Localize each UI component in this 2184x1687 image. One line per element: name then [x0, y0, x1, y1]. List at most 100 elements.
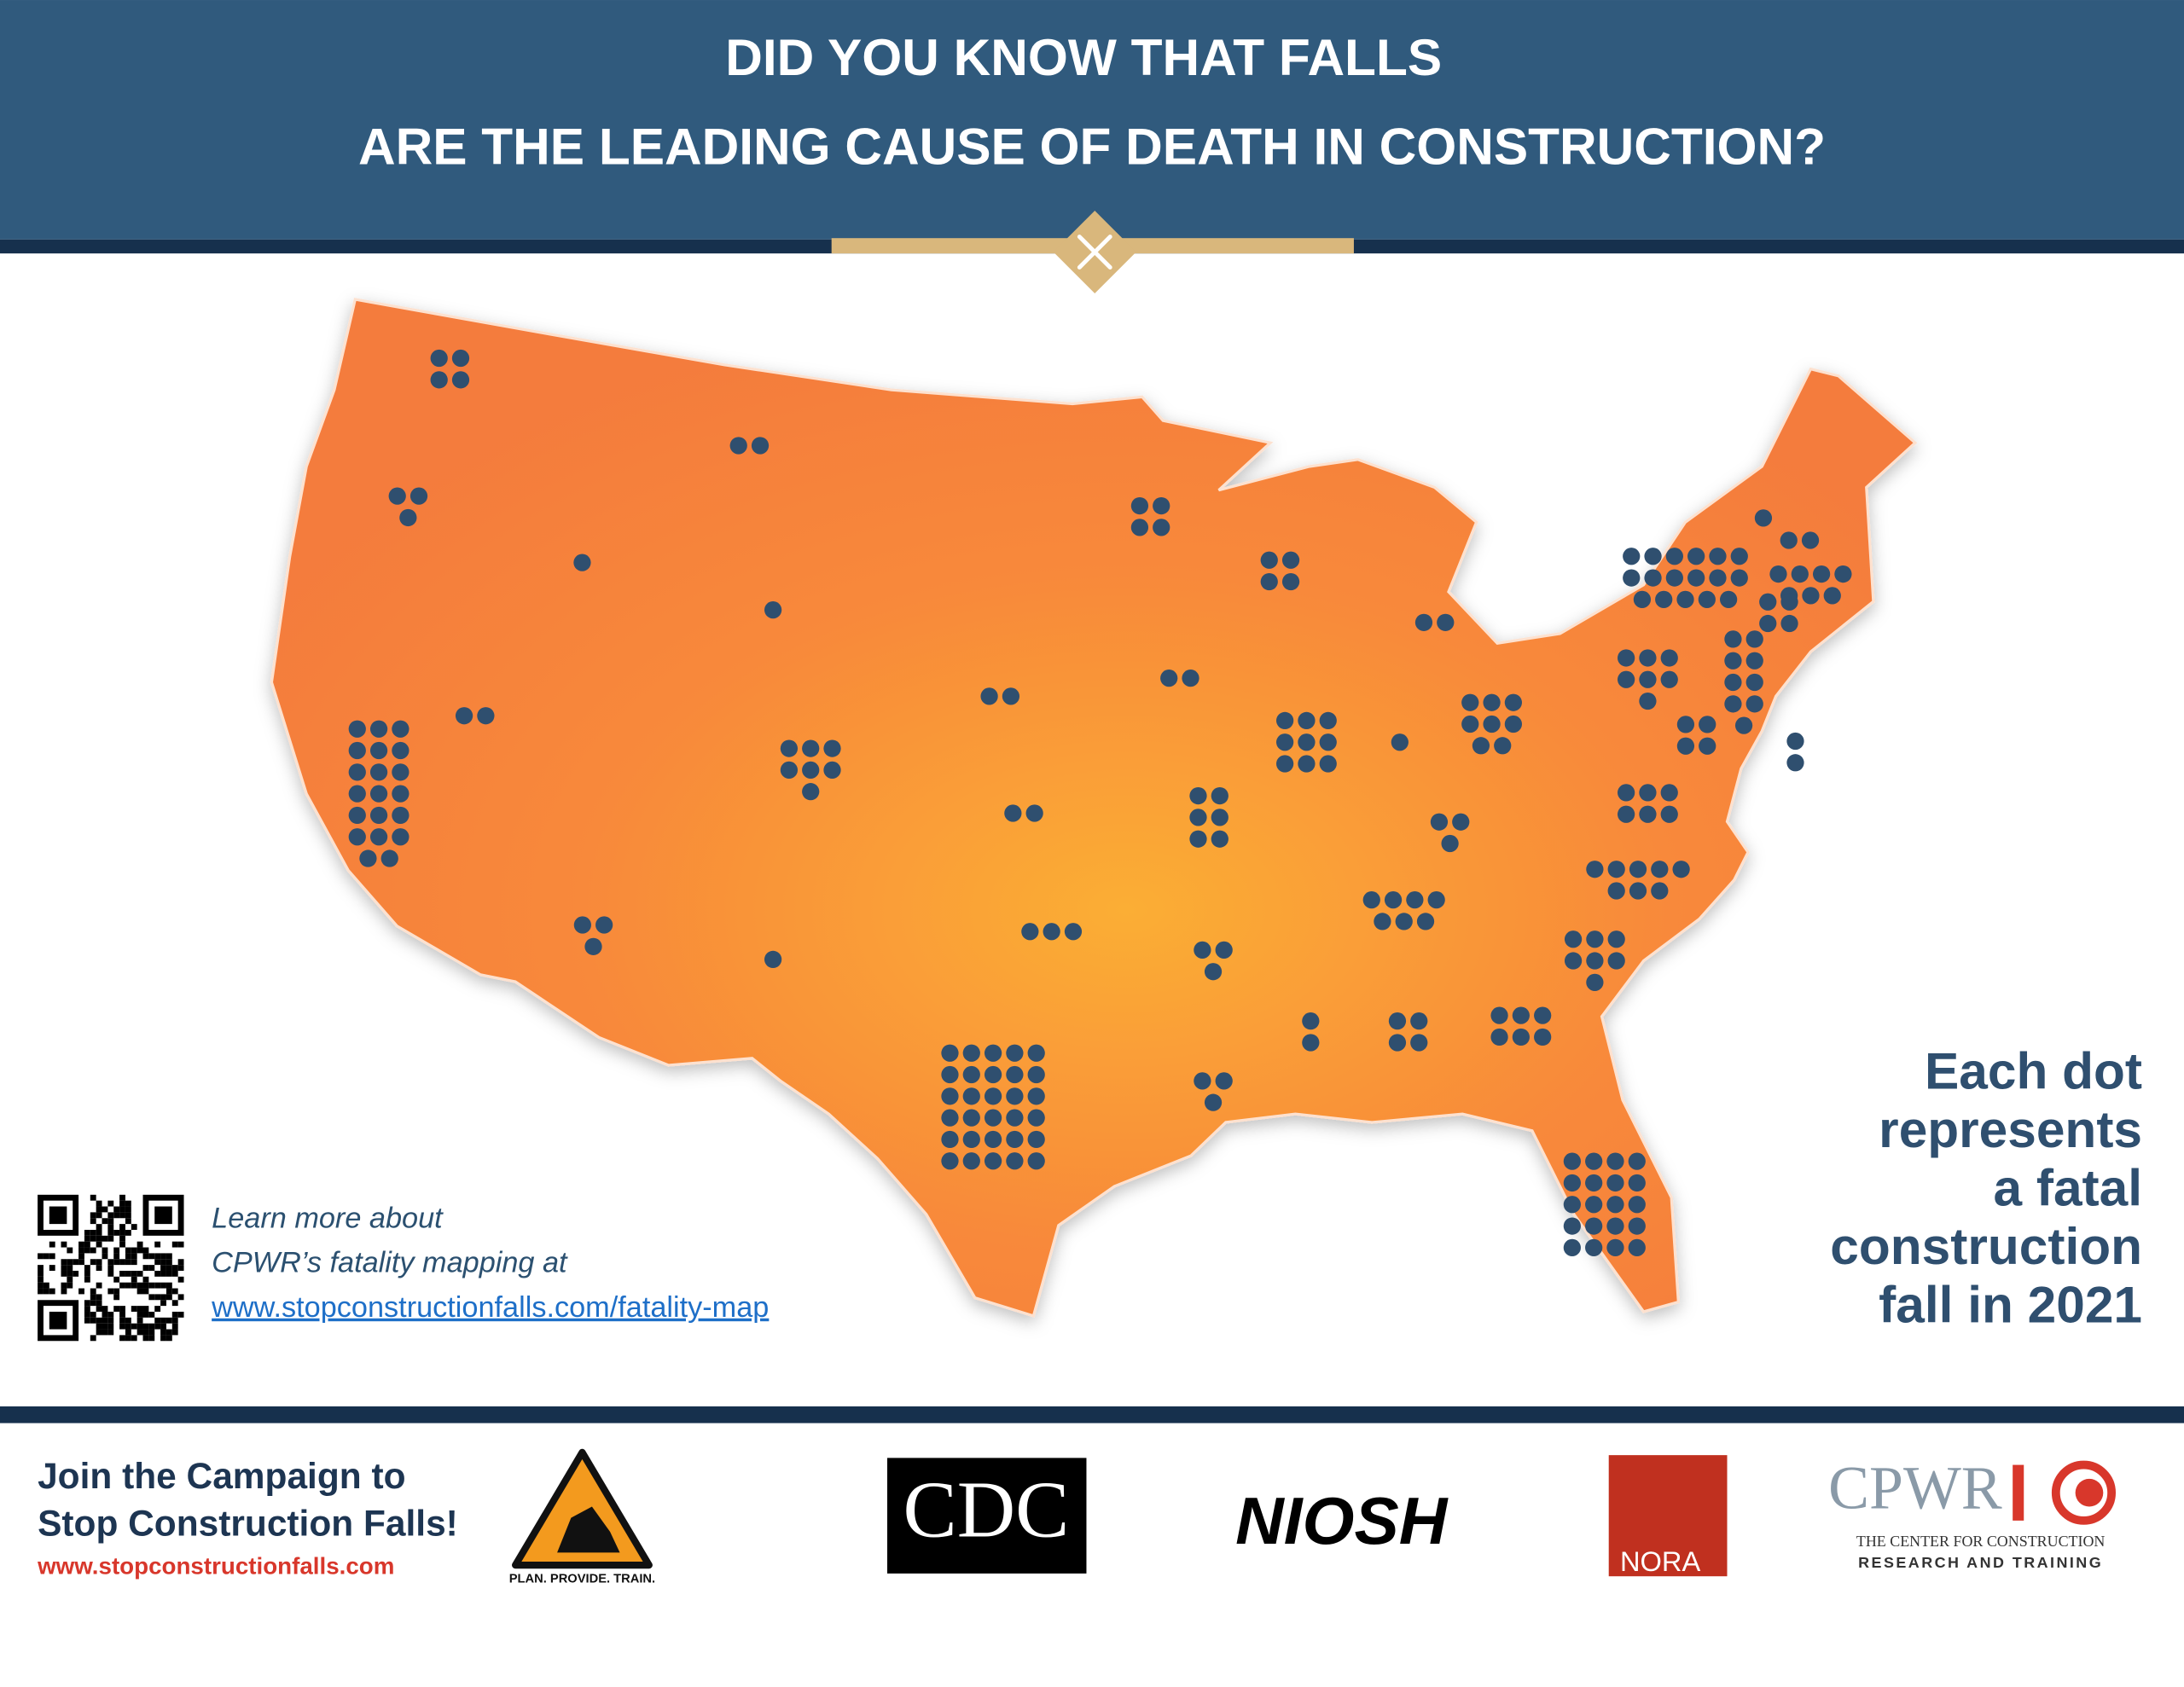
fatality-dot — [1606, 1174, 1624, 1192]
campaign-url[interactable]: www.stopconstructionfalls.com — [37, 1553, 394, 1580]
fatality-dot — [1618, 649, 1635, 667]
qr-module — [171, 1317, 178, 1324]
fatality-dot — [430, 371, 448, 389]
fatality-dot — [1639, 692, 1657, 710]
fatality-dot — [380, 849, 398, 867]
fatality-dot — [1724, 673, 1742, 692]
qr-module — [160, 1270, 166, 1277]
qr-module — [61, 1241, 67, 1248]
state-dots — [1618, 649, 1678, 710]
qr-finder — [154, 1206, 172, 1225]
qr-module — [142, 1247, 149, 1254]
qr-module — [96, 1323, 102, 1330]
fatality-dot — [1586, 952, 1604, 970]
fatality-dot — [1410, 1034, 1428, 1052]
qr-module — [49, 1241, 55, 1248]
fatality-dot — [1676, 716, 1695, 733]
qr-module — [125, 1329, 131, 1336]
state-dots — [1564, 930, 1625, 991]
fatality-dot — [392, 806, 410, 825]
fatality-dot — [1628, 1196, 1646, 1214]
legend-line: fall in 2021 — [1879, 1276, 2142, 1334]
state-dots — [573, 554, 591, 571]
qr-module — [171, 1311, 178, 1318]
qr-module — [90, 1247, 96, 1254]
qr-module — [107, 1259, 114, 1266]
fatality-dot — [1006, 1044, 1024, 1062]
state-dots — [1676, 716, 1716, 755]
qr-module — [119, 1235, 125, 1242]
fatality-dot — [984, 1109, 1002, 1127]
qr-module — [38, 1270, 44, 1277]
qr-module — [125, 1282, 131, 1289]
fatality-dot — [1724, 695, 1742, 713]
fatality-dot — [348, 785, 366, 803]
fatality-dot — [1639, 649, 1657, 667]
qr-module — [67, 1265, 73, 1271]
fatality-dot — [1211, 786, 1228, 805]
fatality-dot — [1027, 1130, 1045, 1149]
fatality-dot — [1607, 952, 1625, 970]
qr-module — [113, 1288, 120, 1295]
state-dots — [1302, 1012, 1320, 1052]
fatality-dot — [1586, 973, 1604, 991]
fatality-dot — [1759, 593, 1777, 611]
qr-module — [142, 1276, 149, 1283]
fatality-dot — [1628, 1152, 1646, 1170]
learn-more-line: CPWR’s fatality mapping at — [212, 1247, 568, 1279]
fatality-dot — [823, 739, 841, 757]
cdc-logo — [887, 1458, 1087, 1574]
fatality-map-link[interactable]: www.stopconstructionfalls.com/fatality-m… — [211, 1291, 769, 1324]
fatality-dot — [1260, 551, 1278, 569]
qr-module — [102, 1206, 108, 1213]
fatality-dot — [1388, 1012, 1407, 1030]
fatality-dot — [1130, 496, 1149, 515]
fatality-dot — [1676, 590, 1694, 608]
qr-module — [84, 1270, 90, 1277]
fatality-dot — [751, 437, 770, 455]
qr-module — [84, 1229, 90, 1236]
qr-module — [107, 1265, 114, 1271]
qr-module — [107, 1212, 114, 1219]
qr-finder — [49, 1311, 67, 1330]
qr-module — [171, 1288, 178, 1295]
fatality-dot — [1563, 1238, 1581, 1256]
fatality-dot — [962, 1065, 980, 1084]
fatality-dot — [369, 720, 388, 738]
qr-module — [61, 1265, 67, 1271]
qr-module — [154, 1323, 161, 1330]
fatality-dot — [1628, 1217, 1646, 1235]
fatality-dot — [1786, 732, 1804, 751]
fatality-dot — [1406, 891, 1424, 909]
fatality-dot — [1215, 1072, 1233, 1090]
fatality-dot — [1319, 733, 1337, 751]
qr-module — [148, 1329, 155, 1336]
fatality-dot — [392, 741, 410, 760]
fatality-dot — [1780, 614, 1798, 633]
fatality-dot — [1416, 913, 1435, 930]
fatality-dot — [1745, 695, 1763, 713]
fatality-dot — [1512, 1028, 1530, 1046]
fatality-dot — [1607, 930, 1625, 948]
fatality-dot — [1563, 1196, 1581, 1214]
fatality-dot — [802, 761, 820, 779]
qr-module — [84, 1317, 90, 1324]
fatality-dot — [1585, 1238, 1603, 1256]
qr-module — [96, 1206, 102, 1213]
title-line: ARE THE LEADING CAUSE OF DEATH IN CONSTR… — [358, 117, 1826, 175]
qr-module — [119, 1212, 125, 1219]
fatality-dot — [1194, 941, 1211, 959]
fatality-dot — [1687, 569, 1705, 587]
qr-module — [102, 1253, 108, 1260]
fatality-dot — [1585, 1152, 1603, 1170]
qr-module — [113, 1206, 120, 1213]
state-dots — [729, 437, 770, 455]
fatality-dot — [1281, 551, 1300, 569]
fatality-dot — [392, 828, 410, 846]
qr-module — [113, 1229, 120, 1236]
fatality-dot — [369, 828, 388, 846]
qr-module — [136, 1323, 143, 1330]
qr-module — [61, 1288, 67, 1295]
state-dots — [980, 687, 1020, 705]
